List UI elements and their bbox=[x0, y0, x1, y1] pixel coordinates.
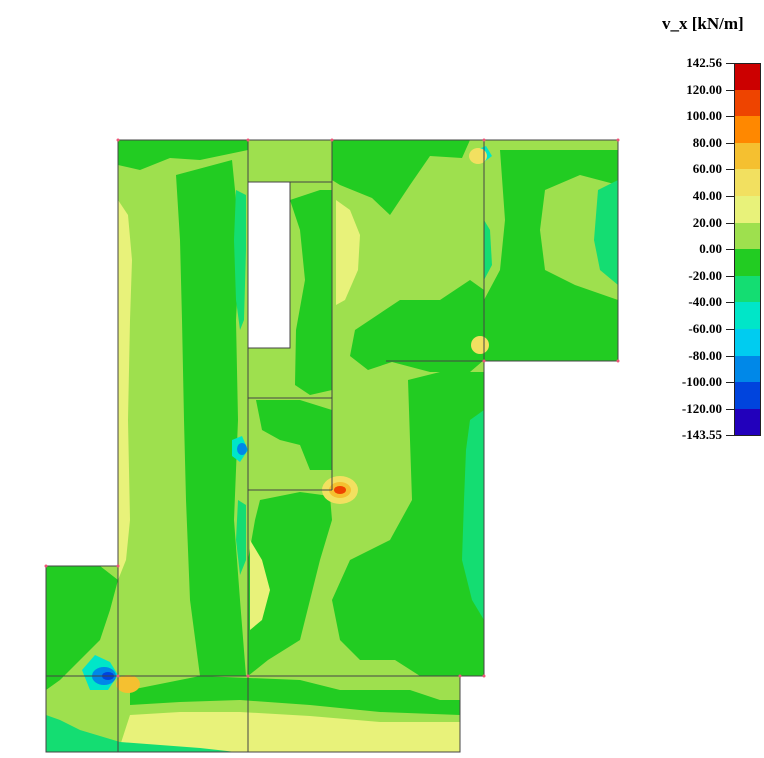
legend-swatch bbox=[734, 275, 761, 303]
contour-green-right-middle bbox=[350, 280, 484, 372]
legend-tick bbox=[726, 116, 734, 118]
legend-tick bbox=[726, 355, 734, 357]
contour-teal-left-column bbox=[234, 190, 246, 330]
node-marker bbox=[246, 138, 250, 142]
contour-teal-wing bbox=[594, 180, 618, 285]
contour-green-center-band bbox=[256, 400, 332, 470]
legend-label: -40.00 bbox=[688, 294, 722, 310]
contour-green-top-left bbox=[118, 140, 248, 170]
contour-orange-wing-top bbox=[469, 148, 487, 164]
legend-label: -120.00 bbox=[681, 400, 722, 416]
node-marker bbox=[482, 138, 486, 142]
contour-green-wing bbox=[484, 150, 618, 361]
contour-green-middle-strip bbox=[290, 190, 332, 395]
legend-tick bbox=[726, 329, 734, 330]
legend-label: -100.00 bbox=[681, 374, 722, 390]
legend-label: 142.56 bbox=[686, 55, 722, 70]
contour-orange-wing-mid bbox=[471, 336, 489, 354]
legend-label: -143.55 bbox=[681, 427, 722, 443]
legend-swatch bbox=[734, 355, 761, 383]
legend-swatch bbox=[734, 382, 761, 410]
legend-swatch bbox=[734, 169, 761, 197]
legend-label: -80.00 bbox=[688, 347, 722, 363]
contour-green-column-a bbox=[176, 160, 246, 676]
node-marker bbox=[330, 138, 334, 142]
legend-swatch bbox=[734, 329, 761, 356]
legend-label: 60.00 bbox=[692, 161, 722, 177]
contour-teal-middle-lower bbox=[236, 500, 246, 575]
legend-tick bbox=[726, 275, 734, 277]
contour-green-right-lower bbox=[332, 372, 484, 676]
contour-orange-center-core bbox=[334, 486, 346, 494]
contour-blue-strip-spot bbox=[237, 443, 247, 455]
node-markers bbox=[44, 138, 620, 678]
legend-label: 100.00 bbox=[686, 108, 722, 124]
node-marker bbox=[116, 674, 120, 678]
legend-label: -60.00 bbox=[688, 321, 722, 336]
legend-title: v_x [kN/m] bbox=[662, 14, 744, 33]
node-marker bbox=[482, 359, 486, 363]
node-marker bbox=[116, 564, 120, 568]
legend-label: 80.00 bbox=[692, 134, 722, 150]
slab-opening bbox=[247, 181, 291, 349]
legend-swatch bbox=[734, 222, 761, 250]
legend-label: -20.00 bbox=[688, 267, 722, 283]
legend-tick bbox=[726, 142, 734, 144]
contour-green-left-bottom bbox=[46, 566, 118, 690]
legend-tick bbox=[726, 435, 734, 437]
legend-swatch bbox=[734, 142, 761, 170]
node-marker bbox=[116, 138, 120, 142]
contour-yellow-right-block bbox=[336, 200, 360, 305]
contour-band-teal bbox=[46, 180, 618, 752]
node-marker bbox=[616, 359, 620, 363]
legend-swatch bbox=[734, 302, 761, 330]
legend-tick bbox=[726, 169, 734, 171]
legend-swatch bbox=[734, 196, 761, 223]
legend-swatch bbox=[734, 116, 761, 144]
contour-teal-wing-left bbox=[484, 220, 492, 280]
legend-tick bbox=[726, 222, 734, 224]
contour-teal-right-lower bbox=[462, 410, 484, 620]
node-marker bbox=[458, 674, 462, 678]
legend-tick bbox=[726, 382, 734, 384]
contour-yellow-middle-lower bbox=[250, 540, 270, 630]
node-marker bbox=[44, 564, 48, 568]
contour-teal-bottom-edge bbox=[46, 715, 236, 752]
legend-tick bbox=[726, 408, 734, 410]
legend-tick bbox=[726, 249, 734, 251]
node-marker bbox=[246, 674, 250, 678]
legend-tick bbox=[726, 89, 734, 91]
contour-yellow-bottom bbox=[118, 712, 460, 752]
legend-swatch bbox=[734, 89, 761, 117]
legend-swatch bbox=[734, 408, 761, 436]
legend-label: 120.00 bbox=[686, 81, 722, 97]
legend-swatch bbox=[734, 63, 761, 90]
contour-green-bottom-strip bbox=[130, 676, 460, 715]
contour-green-top-right bbox=[332, 140, 470, 215]
legend-label: 40.00 bbox=[692, 188, 722, 203]
legend-tick bbox=[726, 196, 734, 197]
node-marker bbox=[616, 138, 620, 142]
contour-yellow-left-edge bbox=[118, 200, 132, 580]
contour-orange-bottom-left bbox=[116, 675, 140, 693]
legend-label: 0.00 bbox=[699, 241, 722, 257]
legend-label: 20.00 bbox=[692, 214, 722, 230]
legend-swatch bbox=[734, 249, 761, 277]
legend-tick bbox=[726, 63, 734, 64]
legend-tick bbox=[726, 302, 734, 304]
contour-green-middle-lower bbox=[248, 492, 332, 676]
node-marker bbox=[482, 674, 486, 678]
contour-band-green bbox=[46, 140, 618, 715]
